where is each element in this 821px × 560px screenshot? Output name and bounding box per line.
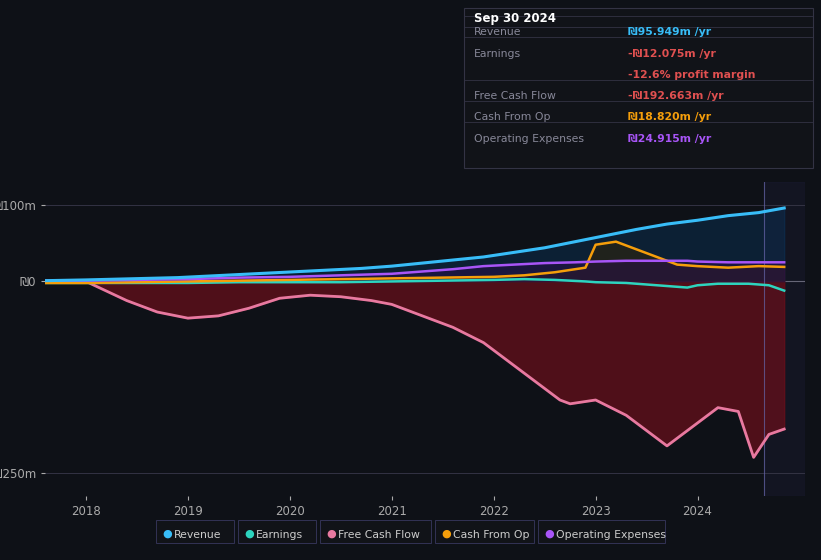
Text: Operating Expenses: Operating Expenses xyxy=(474,134,584,144)
Text: ●: ● xyxy=(245,529,255,539)
Text: Cash From Op: Cash From Op xyxy=(453,530,530,540)
Text: ₪24.915m /yr: ₪24.915m /yr xyxy=(628,134,711,144)
Text: -₪192.663m /yr: -₪192.663m /yr xyxy=(628,91,723,101)
Text: Revenue: Revenue xyxy=(174,530,222,540)
Text: Operating Expenses: Operating Expenses xyxy=(556,530,666,540)
Text: -₪12.075m /yr: -₪12.075m /yr xyxy=(628,49,716,59)
Text: ●: ● xyxy=(327,529,337,539)
Text: Earnings: Earnings xyxy=(256,530,303,540)
Text: -12.6% profit margin: -12.6% profit margin xyxy=(628,70,755,80)
Text: ₪95.949m /yr: ₪95.949m /yr xyxy=(628,27,711,38)
Text: ₪18.820m /yr: ₪18.820m /yr xyxy=(628,113,711,123)
Bar xyxy=(764,182,805,496)
Text: Revenue: Revenue xyxy=(474,27,521,38)
Text: ●: ● xyxy=(163,529,172,539)
Text: Free Cash Flow: Free Cash Flow xyxy=(474,91,556,101)
Text: ●: ● xyxy=(442,529,452,539)
Text: ●: ● xyxy=(544,529,554,539)
Text: Earnings: Earnings xyxy=(474,49,521,59)
Text: Free Cash Flow: Free Cash Flow xyxy=(338,530,420,540)
Text: Sep 30 2024: Sep 30 2024 xyxy=(474,12,556,25)
Text: Cash From Op: Cash From Op xyxy=(474,113,550,123)
